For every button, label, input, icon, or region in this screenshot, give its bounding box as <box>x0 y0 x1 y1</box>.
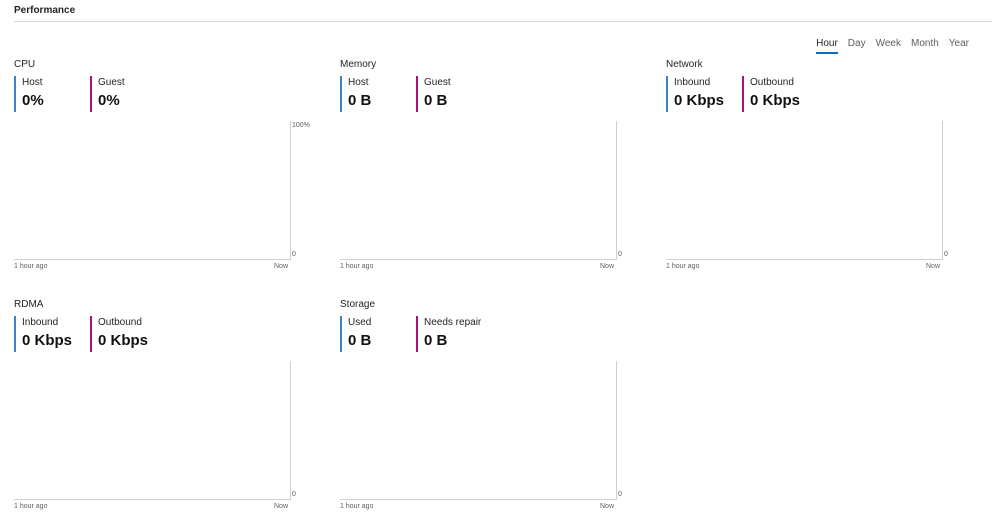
cpu-chart <box>14 121 291 260</box>
metric-label: Used <box>348 317 372 328</box>
memory-panel: Memory Host 0 B Guest 0 B 0 1 hour ago N… <box>340 59 640 279</box>
time-end-label: Now <box>274 503 289 510</box>
time-start-label: 1 hour ago <box>666 263 700 270</box>
metric-label: Outbound <box>750 77 794 88</box>
metric-value: 0 B <box>348 92 372 109</box>
storage-needs-repair-metric: Needs repair 0 B <box>416 316 481 352</box>
panel-title: Network <box>666 59 703 70</box>
metric-value: 0 Kbps <box>98 332 149 349</box>
page-title: Performance <box>14 5 76 16</box>
tab-hour[interactable]: Hour <box>816 38 838 54</box>
metric-value: 0 Kbps <box>22 332 73 349</box>
header-divider <box>14 21 992 22</box>
metric-label: Guest <box>98 77 125 88</box>
memory-guest-metric: Guest 0 B <box>416 76 451 112</box>
metric-label: Host <box>22 77 43 88</box>
time-range-tabs: Hour Day Week Month Year <box>816 38 969 54</box>
memory-chart <box>340 121 617 260</box>
metric-value: 0 B <box>424 92 448 109</box>
cpu-guest-metric: Guest 0% <box>90 76 125 112</box>
time-end-label: Now <box>600 503 615 510</box>
memory-host-metric: Host 0 B <box>340 76 371 112</box>
tab-year[interactable]: Year <box>948 38 969 49</box>
metric-value: 0 B <box>348 332 372 349</box>
metric-value: 0% <box>22 92 44 109</box>
metric-value: 0 Kbps <box>750 92 801 109</box>
time-end-label: Now <box>926 263 941 270</box>
tab-week[interactable]: Week <box>875 38 901 49</box>
storage-chart <box>340 361 617 500</box>
network-panel: Network Inbound 0 Kbps Outbound 0 Kbps 0… <box>666 59 966 279</box>
time-start-label: 1 hour ago <box>340 263 374 270</box>
network-inbound-metric: Inbound 0 Kbps <box>666 76 724 112</box>
rdma-inbound-metric: Inbound 0 Kbps <box>14 316 72 352</box>
network-chart <box>666 121 943 260</box>
axis-min-label: 0 <box>944 251 948 258</box>
panel-title: Storage <box>340 299 376 310</box>
metric-label: Inbound <box>22 317 59 328</box>
axis-min-label: 0 <box>292 491 296 498</box>
time-start-label: 1 hour ago <box>14 263 48 270</box>
panel-title: Memory <box>340 59 377 70</box>
metric-value: 0 Kbps <box>674 92 725 109</box>
time-end-label: Now <box>600 263 615 270</box>
panel-title: RDMA <box>14 299 44 310</box>
storage-panel: Storage Used 0 B Needs repair 0 B 0 1 ho… <box>340 299 640 519</box>
rdma-outbound-metric: Outbound 0 Kbps <box>90 316 148 352</box>
axis-min-label: 0 <box>292 251 296 258</box>
metric-label: Guest <box>424 77 451 88</box>
time-start-label: 1 hour ago <box>340 503 374 510</box>
cpu-panel: CPU Host 0% Guest 0% 100% 0 1 hour ago N… <box>14 59 314 279</box>
time-start-label: 1 hour ago <box>14 503 48 510</box>
tab-day[interactable]: Day <box>847 38 866 49</box>
time-end-label: Now <box>274 263 289 270</box>
axis-min-label: 0 <box>618 491 622 498</box>
metric-value: 0 B <box>424 332 448 349</box>
metric-label: Host <box>348 77 369 88</box>
network-outbound-metric: Outbound 0 Kbps <box>742 76 800 112</box>
storage-used-metric: Used 0 B <box>340 316 371 352</box>
metric-label: Needs repair <box>424 317 482 328</box>
axis-max-label: 100% <box>292 122 310 129</box>
axis-min-label: 0 <box>618 251 622 258</box>
tab-month[interactable]: Month <box>910 38 939 49</box>
rdma-chart <box>14 361 291 500</box>
metric-value: 0% <box>98 92 120 109</box>
panel-title: CPU <box>14 59 36 70</box>
cpu-host-metric: Host 0% <box>14 76 44 112</box>
metric-label: Outbound <box>98 317 142 328</box>
rdma-panel: RDMA Inbound 0 Kbps Outbound 0 Kbps 0 1 … <box>14 299 314 519</box>
metric-label: Inbound <box>674 77 711 88</box>
